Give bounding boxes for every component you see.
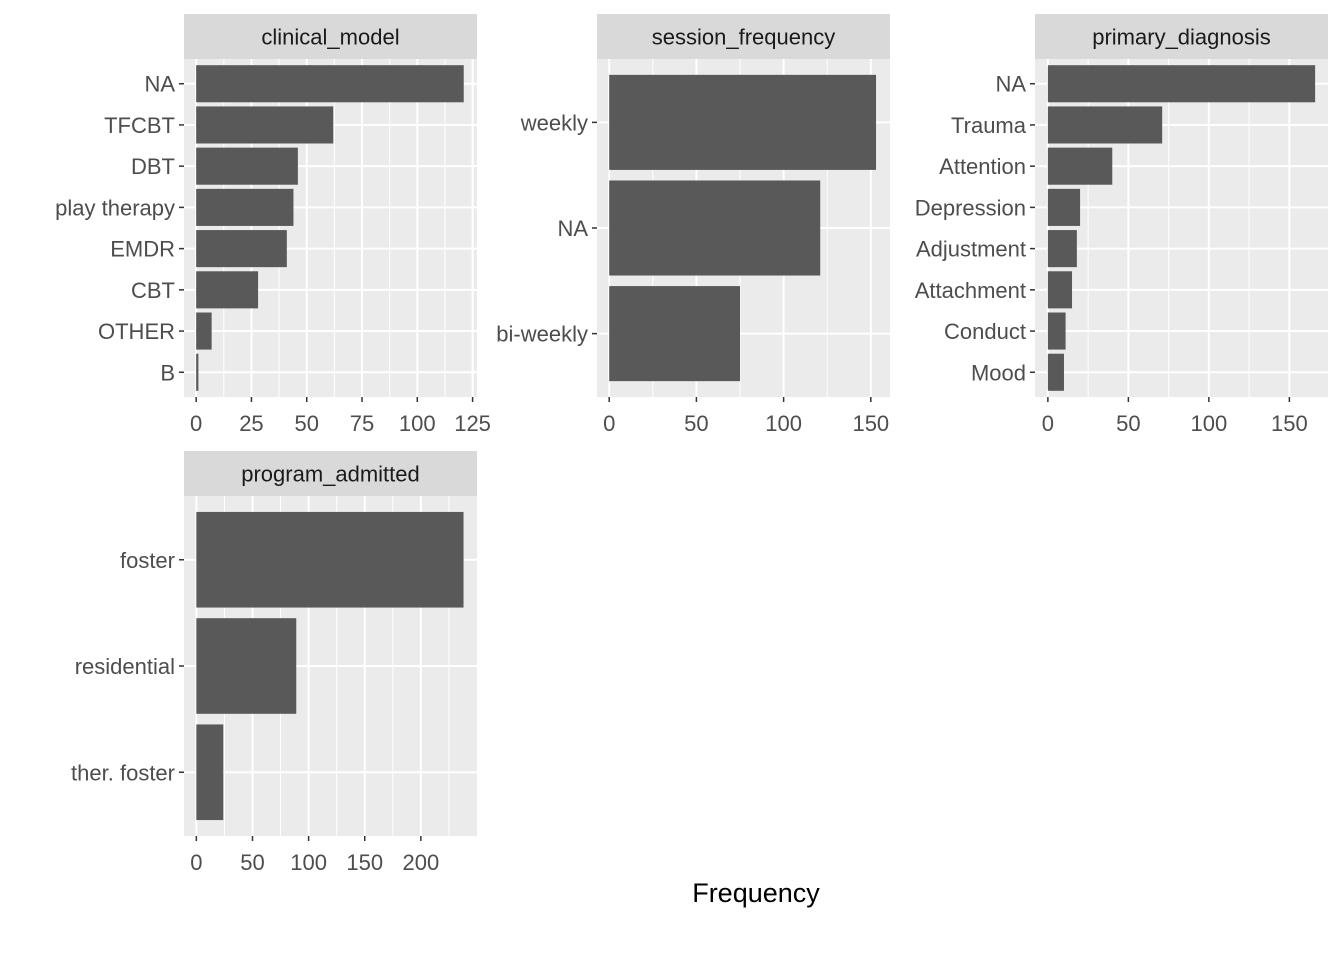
y-tick-label: Trauma (951, 113, 1027, 138)
y-tick-label: TFCBT (104, 113, 175, 138)
y-tick-label: play therapy (55, 195, 175, 220)
bar-conduct (1047, 312, 1066, 350)
bar-attention (1047, 147, 1113, 185)
bar-play-therapy (196, 188, 294, 226)
x-tick-label: 75 (350, 411, 374, 436)
x-tick-label: 100 (1191, 411, 1228, 436)
x-axis-title: Frequency (692, 878, 820, 908)
y-tick-label: NA (995, 72, 1026, 97)
facet-panel-program_admitted: program_admitted 0 50 100 150 200 foster reside… (71, 451, 477, 875)
bar-weekly (609, 74, 877, 170)
bar-emdr (196, 230, 287, 268)
bar-other (196, 312, 212, 350)
bar-foster (196, 511, 464, 608)
bar-trauma (1047, 106, 1163, 144)
facet-strip (184, 14, 477, 59)
x-tick-label: 150 (852, 411, 889, 436)
x-tick-label: 0 (1042, 411, 1054, 436)
bar-adjustment (1047, 230, 1077, 268)
bar-dbt (196, 147, 298, 185)
x-tick-label: 50 (684, 411, 708, 436)
x-tick-label: 150 (1271, 411, 1308, 436)
facet-panel-primary_diagnosis: primary_diagnosis 0 50 100 150 NA Trauma Attent… (915, 14, 1328, 436)
bar-depression (1047, 188, 1081, 226)
facet-strip-title: clinical_model (261, 25, 399, 50)
y-tick-label: foster (120, 548, 175, 573)
facet-strip-title: program_admitted (241, 462, 420, 487)
y-tick-label: Adjustment (916, 237, 1026, 262)
bar-residential (196, 618, 297, 714)
x-tick-label: 100 (399, 411, 436, 436)
y-tick-label: ther. foster (71, 760, 175, 785)
bar-attachment (1047, 271, 1073, 309)
facet-strip-title: primary_diagnosis (1092, 25, 1271, 50)
x-tick-label: 50 (294, 411, 318, 436)
y-tick-label: Depression (915, 195, 1026, 220)
y-tick-label: Mood (971, 360, 1026, 385)
facet-strip (1035, 14, 1328, 59)
y-tick-label: OTHER (98, 319, 175, 344)
bar-na (609, 180, 821, 276)
x-tick-label: 100 (765, 411, 802, 436)
x-tick-label: 25 (239, 411, 263, 436)
bar-tfcbt (196, 106, 334, 144)
facet-strip (184, 451, 477, 496)
x-tick-label: 0 (190, 850, 202, 875)
bar-cbt (196, 271, 259, 309)
facet-strip (597, 14, 890, 59)
x-tick-label: 50 (1116, 411, 1140, 436)
bar-na (1047, 65, 1316, 103)
x-tick-label: 0 (603, 411, 615, 436)
y-tick-label: Attention (939, 154, 1026, 179)
y-tick-label: Conduct (944, 319, 1026, 344)
y-tick-label: bi-weekly (496, 322, 588, 347)
bar-mood (1047, 353, 1064, 391)
bar-na (196, 65, 464, 103)
x-tick-label: 125 (454, 411, 491, 436)
x-tick-label: 150 (346, 850, 383, 875)
bar-bi-weekly (609, 286, 741, 382)
facet-panel-clinical_model: clinical_model 0 25 50 75 100 125 NA TFCBT DBT pla… (55, 14, 491, 436)
bar-ther-foster (196, 724, 224, 821)
x-tick-label: 0 (190, 411, 202, 436)
bar-b (196, 353, 199, 391)
x-tick-label: 50 (240, 850, 264, 875)
x-tick-label: 100 (290, 850, 327, 875)
facet-panel-session_frequency: session_frequency 0 50 100 150 weekly NA bi-wee… (496, 14, 890, 436)
facet-strip-title: session_frequency (652, 25, 835, 50)
y-tick-label: weekly (520, 110, 588, 135)
y-tick-label: residential (75, 654, 175, 679)
y-tick-label: Attachment (915, 278, 1026, 303)
y-tick-label: CBT (131, 278, 175, 303)
y-tick-label: B (160, 360, 175, 385)
y-tick-label: NA (557, 216, 588, 241)
x-tick-label: 200 (403, 850, 440, 875)
y-tick-label: DBT (131, 154, 175, 179)
y-tick-label: EMDR (110, 237, 175, 262)
y-tick-label: NA (144, 72, 175, 97)
